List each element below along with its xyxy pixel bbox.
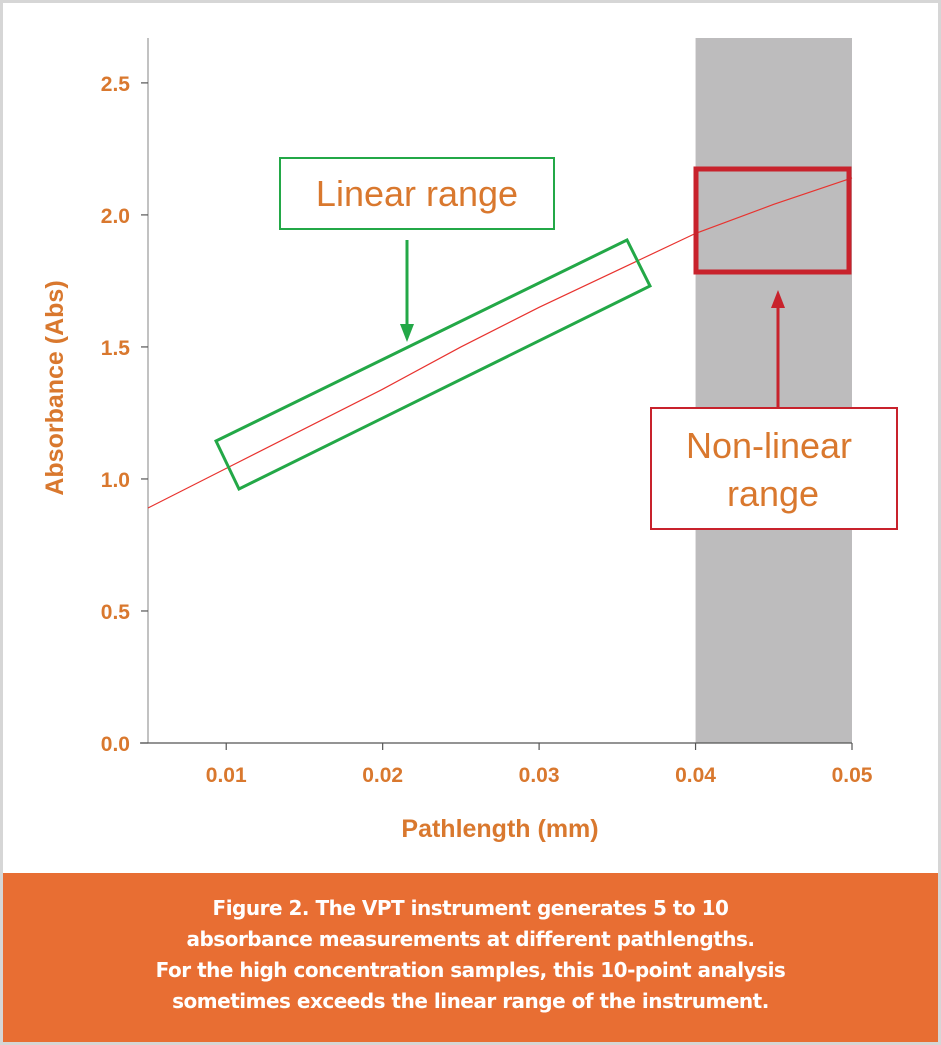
x-tick-label: 0.05 [832, 764, 873, 787]
linear-range-label-box [279, 157, 555, 230]
nonlinear-shaded-region [695, 38, 852, 743]
caption-line: Figure 2. The VPT instrument generates 5… [212, 896, 729, 920]
linear-range-highlight-box [214, 237, 653, 492]
figure-caption: Figure 2. The VPT instrument generates 5… [3, 873, 938, 1042]
nonlinear-range-highlight-box [693, 166, 852, 275]
absorbance-chart: 0.01 0.02 0.03 0.04 0.05 0.0 0.5 1.0 1.5 2.0 2.5 P… [41, 38, 898, 843]
x-tick-label: 0.03 [519, 764, 560, 787]
linear-range-arrowhead-icon [400, 324, 414, 342]
nonlinear-range-arrowhead-icon [771, 290, 785, 308]
x-tick-label: 0.02 [362, 764, 403, 787]
y-tick-label: 1.5 [101, 337, 131, 360]
y-axis-label: Absorbance (Abs) [41, 280, 69, 495]
absorbance-curve [147, 177, 853, 509]
caption-line: absorbance measurements at different pat… [186, 927, 755, 951]
x-axis-label: Pathlength (mm) [401, 815, 598, 843]
y-tick-label: 2.5 [101, 73, 131, 96]
caption-line: sometimes exceeds the linear range of th… [172, 989, 769, 1013]
caption-line: For the high concentration samples, this… [155, 958, 786, 982]
y-tick-label: 0.5 [101, 601, 131, 624]
x-tick-label: 0.04 [675, 764, 716, 787]
linear-range-label: Linear range [316, 173, 518, 214]
nonlinear-range-label-line2: range [727, 473, 819, 514]
y-tick-label: 1.0 [101, 469, 130, 492]
y-tick-label: 0.0 [101, 733, 130, 756]
nonlinear-range-label-box [650, 407, 898, 530]
y-tick-label: 2.0 [101, 205, 130, 228]
nonlinear-range-label-line1: Non-linear [686, 425, 852, 466]
x-tick-label: 0.01 [206, 764, 247, 787]
